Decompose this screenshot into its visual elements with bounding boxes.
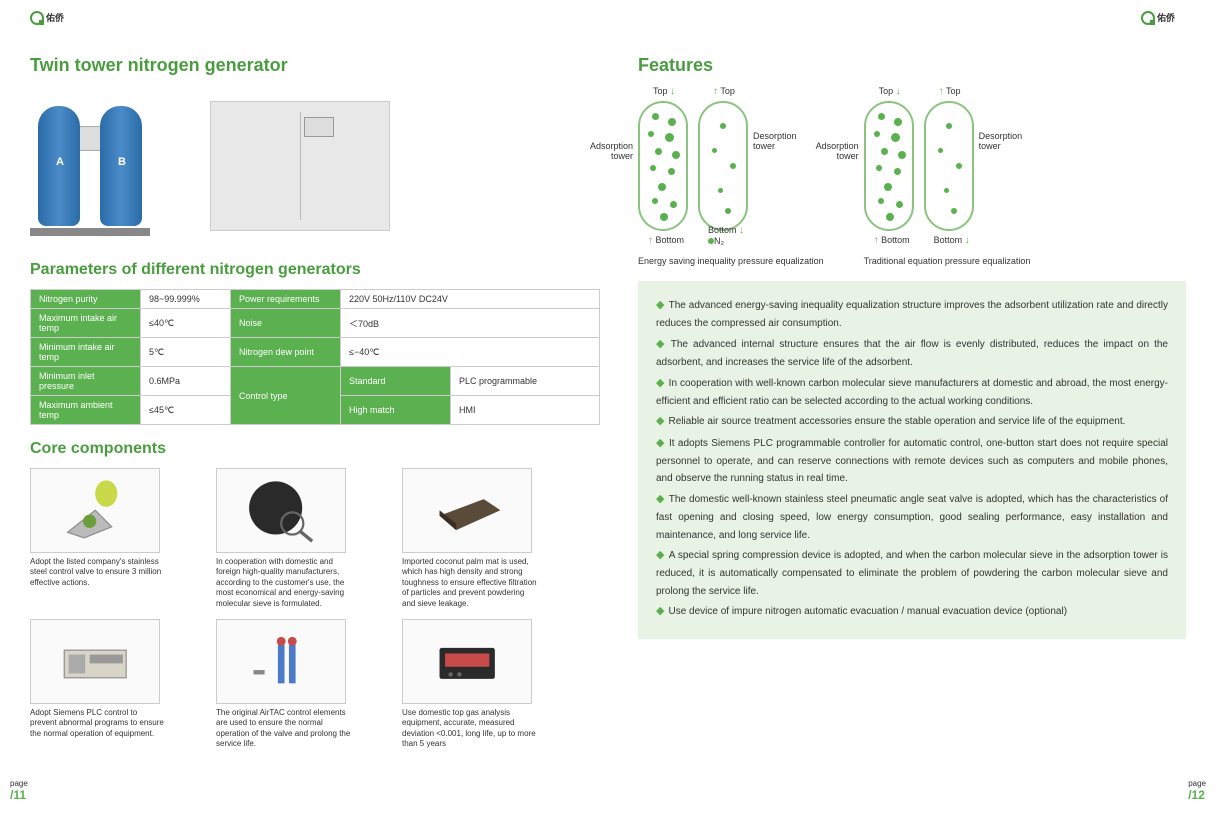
logo-left: 佑侨 [30,10,75,25]
param-label: Power requirements [231,290,341,309]
logo-icon [1141,11,1155,25]
left-title: Twin tower nitrogen generator [30,55,578,76]
param-value: ≤−40℃ [341,338,600,367]
component-valve: Adopt the listed company's stainless ste… [30,468,206,609]
logo-icon [30,11,44,25]
param-sublabel: High match [341,396,451,425]
feature-item: ◆The advanced internal structure ensures… [656,335,1168,372]
page-number-right: page/12 [1188,779,1206,802]
features-list: ◆The advanced energy-saving inequality e… [638,281,1186,639]
feature-item: ◆Use device of impure nitrogen automatic… [656,602,1168,621]
feature-item: ◆The advanced energy-saving inequality e… [656,296,1168,333]
features-title: Features [638,55,1186,76]
param-sublabel: Standard [341,367,451,396]
param-label: Minimum inlet pressure [31,367,141,396]
features-diagram: Adsorption tower Top ↓ ↑ Bottom Desorpti… [638,101,1186,266]
param-value: PLC programmable [451,367,600,396]
param-value: 5℃ [141,338,231,367]
product-images: A B [30,96,578,236]
desorption-tower-icon [698,101,748,231]
param-value: 98~99.999% [141,290,231,309]
right-page: 佑侨 Features Adsorption tower Top ↓ ↑ Bot… [608,0,1216,814]
feature-item: ◆In cooperation with well-known carbon m… [656,374,1168,411]
param-value: HMI [451,396,600,425]
twin-tower-image: A B [30,96,150,236]
component-airtac: The original AirTAC control elements are… [216,619,392,750]
param-value: ＜70dB [341,309,600,338]
param-value: ≤45℃ [141,396,231,425]
page-number-left: page/11 [10,779,28,802]
diagram-caption-2: Traditional equation pressure equalizati… [864,256,1031,266]
param-value: 0.6MPa [141,367,231,396]
logo-text: 佑侨 [1157,11,1175,24]
feature-item: ◆A special spring compression device is … [656,546,1168,600]
energy-saving-group: Adsorption tower Top ↓ ↑ Bottom Desorpti… [638,101,824,231]
left-page: 佑侨 Twin tower nitrogen generator A B Par… [0,0,608,814]
components-grid: Adopt the listed company's stainless ste… [30,468,578,750]
params-table: Nitrogen purity 98~99.999% Power require… [30,289,600,425]
component-plc: Adopt Siemens PLC control to prevent abn… [30,619,206,750]
traditional-group: Adsorption tower Top ↓ ↑ Bottom Desorpti… [864,101,1031,231]
cabinet-image [210,96,390,236]
param-label: Control type [231,367,341,425]
logo-text: 佑侨 [46,11,64,24]
feature-item: ◆The domestic well-known stainless steel… [656,490,1168,544]
param-label: Minimum intake air temp [31,338,141,367]
feature-item: ◆It adopts Siemens PLC programmable cont… [656,434,1168,488]
component-sieve: In cooperation with domestic and foreign… [216,468,392,609]
params-title: Parameters of different nitrogen generat… [30,261,578,279]
param-value: 220V 50Hz/110V DC24V [341,290,600,309]
adsorption-tower-icon [638,101,688,231]
param-value: ≤40℃ [141,309,231,338]
param-label: Nitrogen purity [31,290,141,309]
param-label: Maximum intake air temp [31,309,141,338]
adsorption-tower-icon [864,101,914,231]
core-title: Core components [30,440,578,458]
diagram-caption-1: Energy saving inequality pressure equali… [638,256,824,266]
logo-right: 佑侨 [1141,10,1186,25]
param-label: Nitrogen dew point [231,338,341,367]
feature-item: ◆Reliable air source treatment accessori… [656,412,1168,431]
desorption-tower-icon [924,101,974,231]
component-mat: Imported coconut palm mat is used, which… [402,468,578,609]
component-meter: Use domestic top gas analysis equipment,… [402,619,578,750]
param-label: Maximum ambient temp [31,396,141,425]
param-label: Noise [231,309,341,338]
